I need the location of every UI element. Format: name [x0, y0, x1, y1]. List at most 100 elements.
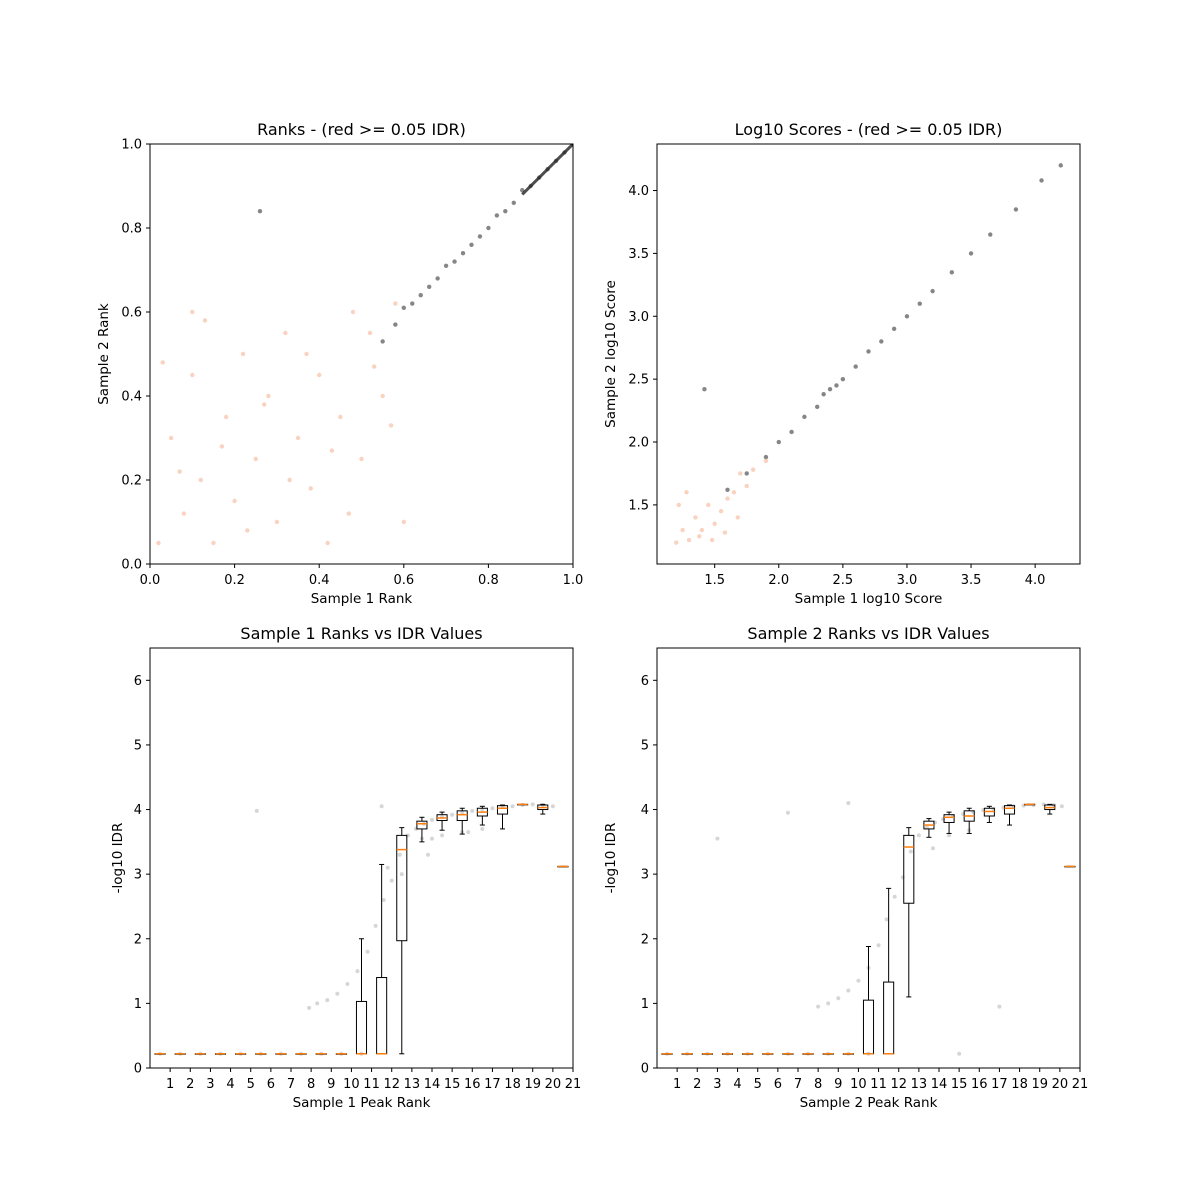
x-tick-label: 8: [307, 1077, 315, 1092]
idr-point: [550, 804, 555, 809]
x-tick-label: 0.8: [478, 573, 499, 588]
box-20: [537, 803, 549, 815]
idr-point: [856, 978, 861, 983]
scatter-point: [262, 402, 267, 407]
box-4: [721, 1053, 734, 1055]
box-19: [517, 803, 529, 806]
box-5: [235, 1053, 247, 1055]
box-15: [943, 811, 955, 834]
x-tick-label: 1.0: [563, 573, 584, 588]
plot-area: [661, 801, 1076, 1056]
scatter-point: [388, 423, 394, 428]
x-tick-label: 5: [754, 1077, 762, 1092]
x-tick-label: 5: [247, 1077, 255, 1092]
x-tick-label: 12: [383, 1077, 400, 1092]
idr-point: [510, 804, 515, 809]
chart-title: Sample 2 Ranks vs IDR Values: [747, 624, 989, 643]
scatter-point: [401, 519, 406, 525]
scatter-point: [393, 301, 398, 306]
scatter-point: [338, 414, 343, 420]
x-tick-label: 1: [673, 1077, 681, 1092]
scatter-point: [744, 471, 749, 476]
scatter-point: [287, 477, 292, 483]
idr-point: [530, 802, 535, 807]
box-9: [315, 1053, 327, 1055]
dense-diagonal-mark: [521, 144, 573, 196]
x-tick-label: 16: [971, 1077, 988, 1092]
x-tick-label: 3.5: [961, 573, 982, 588]
scatter-point: [410, 301, 415, 306]
scatter-point: [177, 469, 182, 474]
scatter-point: [725, 496, 730, 501]
scatter-point: [949, 270, 955, 275]
scatter-point: [160, 360, 165, 365]
box-7: [275, 1053, 287, 1055]
chart-panel-1: Ranks - (red >= 0.05 IDR) 0.0 0.2 0.4 0.6 0.8…: [96, 120, 583, 607]
x-tick-label: 0.2: [224, 573, 245, 588]
box-body: [456, 810, 468, 822]
x-tick-label: 8: [814, 1077, 822, 1092]
idr-point: [480, 826, 485, 831]
scatter-point: [834, 383, 839, 388]
scatter-point: [930, 288, 935, 294]
plot-area: [674, 163, 1063, 545]
box-10: [335, 1053, 347, 1055]
y-axis-label: -log10 IDR: [603, 823, 619, 894]
box-17: [476, 805, 488, 826]
box-body: [903, 834, 915, 904]
box-body: [1003, 805, 1016, 815]
y-tick-label: 1: [134, 997, 142, 1012]
scatter-point: [680, 527, 685, 533]
y-tick-label: 3: [134, 868, 142, 883]
box-2: [681, 1053, 693, 1055]
x-tick-label: 9: [834, 1077, 842, 1092]
x-tick-label: 17: [484, 1077, 501, 1092]
scatter-point: [346, 511, 352, 516]
idr-point: [836, 996, 841, 1001]
chart-title: Ranks - (red >= 0.05 IDR): [257, 120, 466, 139]
y-tick-label: 0.0: [121, 558, 142, 573]
box-body: [883, 981, 895, 1055]
box-5: [742, 1053, 754, 1055]
box-1: [661, 1053, 673, 1055]
y-tick-label: 1.5: [628, 498, 649, 513]
y-axis-label: Sample 2 Rank: [96, 303, 112, 405]
box-12: [376, 863, 388, 1055]
scatter-point: [443, 263, 449, 268]
x-tick-label: 3.0: [897, 573, 918, 588]
box-3: [701, 1053, 713, 1055]
box-body: [496, 805, 509, 815]
scatter-point: [198, 477, 203, 483]
scatter-point: [469, 242, 474, 247]
scatter-point: [674, 540, 679, 545]
scatter-point: [460, 251, 466, 256]
y-tick-label: 0: [641, 1062, 649, 1077]
scatter-point: [917, 301, 922, 306]
scatter-point: [452, 259, 457, 264]
x-tick-label: 6: [267, 1077, 275, 1092]
scatter-point: [245, 528, 250, 533]
scatter-point: [712, 521, 717, 526]
idr-point: [365, 949, 370, 954]
scatter-point: [699, 527, 705, 533]
box-21: [557, 865, 569, 868]
scatter-point: [253, 456, 258, 462]
idr-point: [947, 833, 952, 838]
axes-frame: [656, 143, 1081, 565]
x-tick-label: 0.4: [309, 573, 330, 588]
scatter-point: [725, 487, 730, 493]
idr-point: [908, 849, 913, 854]
x-tick-label: 11: [870, 1077, 887, 1092]
x-tick-label: 16: [464, 1077, 481, 1092]
scatter-point: [266, 393, 271, 399]
box-body: [943, 814, 955, 823]
scatter-point: [904, 314, 910, 319]
x-tick-label: 4: [733, 1077, 741, 1092]
scatter-point: [257, 209, 263, 214]
scatter-point: [359, 456, 364, 462]
x-tick-label: 7: [794, 1077, 802, 1092]
x-tick-label: 18: [504, 1077, 521, 1092]
box-12: [883, 887, 895, 1055]
scatter-point: [676, 502, 681, 508]
idr-point: [916, 833, 921, 838]
